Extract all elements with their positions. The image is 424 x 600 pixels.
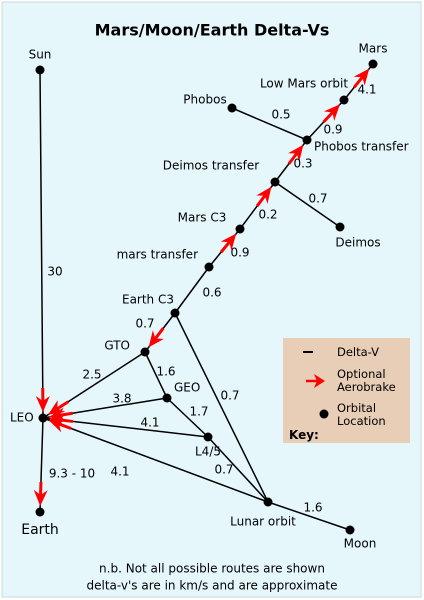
aerobrake-shaft — [255, 194, 267, 207]
key-arrow-symbol — [306, 374, 325, 388]
aerobrake-arrow — [323, 104, 340, 121]
delta-v-label: 30 — [47, 265, 62, 279]
edge — [42, 417, 269, 503]
node-label: Sun — [29, 48, 52, 62]
delta-v-label: 0.7 — [214, 463, 233, 477]
note: delta-v's are in km/s and are approximat… — [87, 579, 338, 593]
edge — [144, 351, 168, 399]
key: Delta-V Optional Aerobrake Orbital Locat… — [283, 338, 410, 443]
orbital-location — [227, 103, 237, 113]
title: Mars/Moon/Earth Delta-Vs — [95, 21, 330, 40]
orbital-location — [263, 497, 273, 507]
aerobrake-shaft — [58, 422, 72, 430]
edge — [174, 312, 269, 503]
orbital-location — [203, 432, 213, 442]
delta-v-label: 4.1 — [357, 83, 376, 97]
node-label: Earth C3 — [122, 293, 174, 307]
delta-v-label: 0.2 — [258, 208, 277, 222]
node-label: Mars — [359, 42, 388, 56]
delta-v-label: 9.3 - 10 — [49, 467, 95, 481]
node-label: Moon — [344, 537, 377, 551]
node-label: Phobos — [183, 93, 226, 107]
orbital-location — [204, 262, 214, 272]
aerobrake-shaft — [322, 111, 334, 124]
node-label: L4/5 — [195, 445, 221, 459]
delta-v-label: 2.5 — [82, 368, 101, 382]
edge — [174, 266, 210, 314]
delta-v-label: 1.6 — [303, 501, 322, 515]
node-label: Deimos transfer — [163, 159, 260, 173]
delta-v-label: 0.9 — [230, 246, 249, 260]
aerobrake-arrow — [33, 489, 48, 507]
orbital-location — [270, 177, 280, 187]
orbital-location — [235, 224, 245, 234]
orbital-location — [339, 95, 349, 105]
edge — [231, 107, 308, 141]
node-label: GTO — [104, 339, 130, 353]
aerobrake-arrow — [35, 395, 50, 413]
orbital-location — [140, 347, 150, 357]
delta-v-label: 0.5 — [271, 108, 290, 122]
node-label: Mars C3 — [178, 211, 227, 225]
aerobrake-shaft — [287, 152, 298, 165]
key-dot-symbol — [319, 409, 329, 419]
node-label: Lunar orbit — [230, 515, 296, 529]
node-label: mars transfer — [117, 248, 199, 262]
node-label: GEO — [174, 381, 200, 395]
orbital-location — [368, 59, 378, 69]
edge — [39, 69, 44, 419]
edge — [207, 436, 269, 503]
orbital-location — [35, 65, 45, 75]
key-item: Orbital Location — [337, 401, 386, 428]
aerobrake-arrow — [48, 419, 67, 433]
node-label: Low Mars orbit — [260, 77, 348, 91]
edge — [166, 397, 209, 438]
edge — [267, 501, 351, 531]
delta-v-label: 1.6 — [156, 365, 175, 379]
delta-v-label: 0.3 — [293, 157, 312, 171]
aerobrake-shaft — [353, 76, 364, 89]
aerobrake-arrow — [148, 330, 164, 348]
orbital-location — [345, 525, 355, 535]
delta-v-label: 0.7 — [135, 317, 154, 331]
delta-v-label: 0.6 — [202, 286, 221, 300]
aerobrake-shaft — [154, 327, 165, 340]
edge — [274, 181, 341, 228]
orbital-location — [335, 222, 345, 232]
note: n.b. Not all possible routes are shown — [99, 562, 325, 576]
aerobrake-arrow — [220, 233, 237, 251]
aerobrake-arrow — [256, 186, 272, 204]
aerobrake-shaft — [56, 400, 70, 411]
delta-v-label: 1.7 — [189, 405, 208, 419]
node-label: Phobos transfer — [314, 140, 409, 154]
orbital-location — [162, 393, 172, 403]
delta-v-label: 4.1 — [140, 416, 159, 430]
key-item: Delta-V — [337, 345, 380, 359]
delta-v-label: 3.8 — [112, 392, 131, 406]
node-label: LEO — [10, 411, 34, 425]
key-title: Key: — [289, 428, 319, 442]
orbital-location — [302, 135, 312, 145]
aerobrake-arrow — [353, 68, 370, 86]
orbital-location — [35, 507, 45, 517]
node-label: Deimos — [335, 236, 380, 250]
key-item: Optional Aerobrake — [337, 367, 396, 394]
orbital-location — [38, 413, 48, 423]
delta-v-label: 0.7 — [220, 389, 239, 403]
aerobrake-arrow — [288, 144, 304, 162]
aerobrake-shaft — [219, 241, 231, 254]
key-line-symbol — [283, 350, 333, 353]
delta-v-label: 0.9 — [323, 123, 342, 137]
delta-v-label: 0.7 — [308, 192, 327, 206]
orbital-location — [170, 308, 180, 318]
delta-v-label: 4.1 — [110, 465, 129, 479]
node-label: Earth — [21, 522, 59, 538]
